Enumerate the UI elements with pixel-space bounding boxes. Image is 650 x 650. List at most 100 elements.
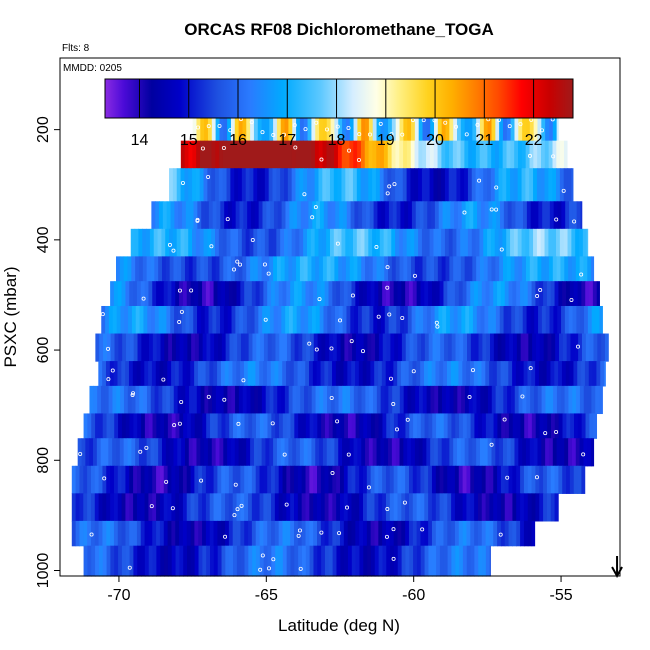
sample-point [250, 238, 255, 243]
heatmap-cell [435, 361, 440, 387]
heatmap-cell [462, 520, 468, 547]
heatmap-cell [520, 413, 525, 439]
heatmap-cell [353, 385, 359, 415]
heatmap-cell [424, 520, 429, 547]
heatmap-cell [501, 333, 506, 362]
heatmap-cell [470, 520, 475, 547]
heatmap-cell [529, 168, 534, 202]
heatmap-cell [259, 493, 264, 522]
heatmap-cell [307, 256, 313, 282]
heatmap-cell [196, 385, 202, 415]
heatmap-cell [106, 545, 111, 577]
heatmap-cell [474, 281, 479, 307]
heatmap-cell [416, 520, 422, 547]
heatmap-cell [591, 305, 597, 335]
heatmap-cell [386, 545, 391, 577]
heatmap-cell [370, 520, 376, 547]
heatmap-cell [434, 113, 439, 142]
heatmap-cell [99, 333, 104, 362]
heatmap-cell [227, 385, 232, 415]
heatmap-cell [533, 385, 539, 415]
heatmap-cell [196, 256, 201, 282]
heatmap-cell [158, 438, 163, 467]
heatmap-cell [298, 413, 303, 439]
sample-point [538, 288, 543, 293]
heatmap-cell [382, 520, 387, 547]
heatmap-cell [396, 305, 401, 335]
heatmap-cell [515, 305, 520, 335]
heatmap-cell [395, 256, 401, 282]
sample-point [199, 478, 204, 483]
heatmap-cell [179, 333, 185, 362]
heatmap-cell [144, 413, 150, 439]
heatmap-cell [149, 228, 155, 257]
heatmap-cell [243, 305, 248, 335]
heatmap-cell [510, 256, 516, 282]
heatmap-cell [254, 385, 259, 415]
heatmap-cell [345, 140, 351, 169]
heatmap-cell [566, 413, 571, 439]
heatmap-cell [129, 413, 134, 439]
heatmap-cell [206, 413, 211, 439]
heatmap-cell [418, 168, 423, 202]
heatmap-cell [386, 333, 391, 362]
heatmap-cell [139, 305, 145, 335]
heatmap-cell [383, 228, 389, 257]
heatmap-cell [322, 168, 327, 202]
heatmap-cell [473, 361, 479, 387]
sample-point [388, 376, 393, 381]
heatmap-cell [401, 361, 406, 387]
heatmap-cell [232, 520, 238, 547]
heatmap-cell [196, 140, 201, 169]
heatmap-cell [398, 333, 403, 362]
heatmap-cell [483, 438, 489, 467]
colorbar-tick-label: 19 [377, 132, 395, 149]
heatmap-cell [166, 305, 171, 335]
sample-point [232, 267, 237, 272]
heatmap-cell [292, 113, 297, 142]
heatmap-cell [228, 281, 234, 307]
heatmap-cell [299, 168, 304, 202]
heatmap-cell [299, 256, 305, 282]
heatmap-cell [334, 385, 340, 415]
heatmap-cell [542, 201, 547, 230]
heatmap-cell [383, 140, 389, 169]
heatmap-cell [426, 438, 431, 467]
heatmap-cell [163, 520, 169, 547]
heatmap-cell [288, 113, 293, 142]
heatmap-cell [285, 305, 290, 335]
heatmap-cell [374, 520, 379, 547]
heatmap-cell [552, 256, 558, 282]
heatmap-cell [214, 333, 219, 362]
heatmap-cell [152, 465, 157, 494]
heatmap-cell [551, 333, 556, 362]
heatmap-cell [98, 520, 104, 547]
heatmap-cell [223, 113, 228, 142]
heatmap-cell [449, 113, 454, 142]
heatmap-cell [171, 520, 176, 547]
heatmap-cell [221, 333, 227, 362]
heatmap-cell [422, 113, 427, 142]
heatmap-cell [384, 113, 389, 142]
heatmap-cell [311, 256, 316, 282]
heatmap-cell [286, 493, 291, 522]
heatmap-cell [391, 228, 396, 257]
heatmap-cell [256, 545, 261, 577]
heatmap-cell [318, 228, 323, 257]
heatmap-cell [385, 361, 391, 387]
heatmap-cell [309, 465, 314, 494]
heatmap-cell [378, 333, 384, 362]
heatmap-cell [220, 361, 226, 387]
heatmap-cell [573, 361, 578, 387]
heatmap-cell [485, 545, 491, 577]
heatmap-cell [446, 305, 451, 335]
heatmap-cell [289, 201, 294, 230]
heatmap-cell [397, 493, 402, 522]
heatmap-cell [412, 493, 418, 522]
heatmap-cell [123, 438, 129, 467]
heatmap-cell [510, 438, 516, 467]
heatmap-cell [443, 520, 448, 547]
heatmap-cell [284, 228, 289, 257]
heatmap-cell [336, 545, 341, 577]
heatmap-cell [110, 545, 115, 577]
